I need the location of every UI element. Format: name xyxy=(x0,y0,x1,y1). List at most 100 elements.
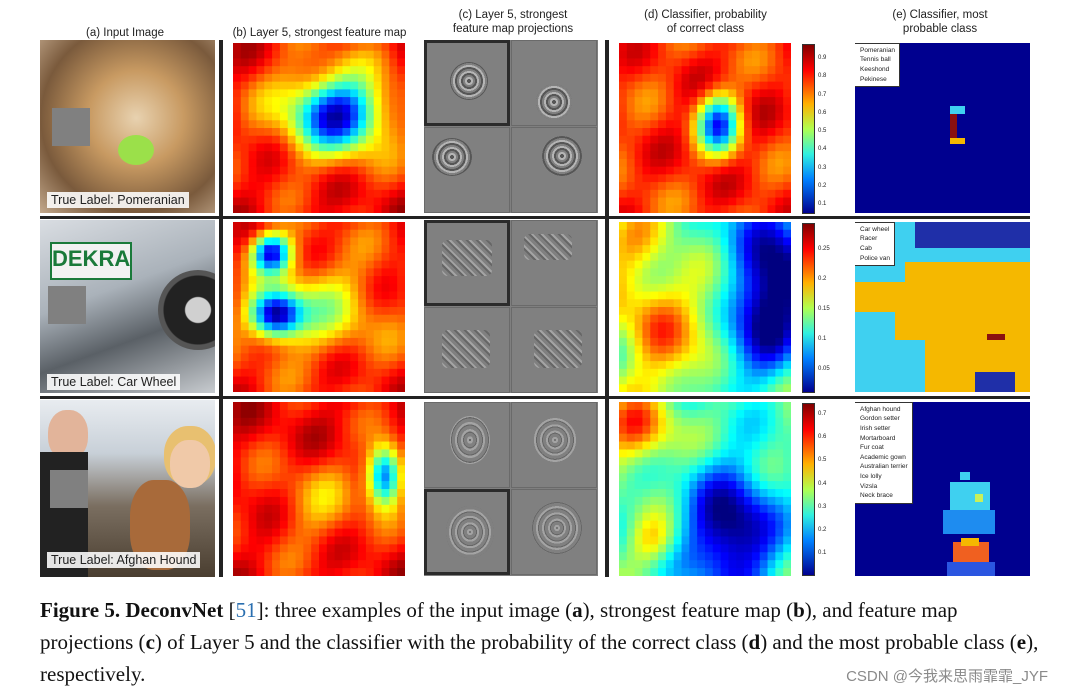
heatmap-cell xyxy=(658,276,667,285)
heatmap-cell xyxy=(775,552,784,561)
heatmap-cell xyxy=(256,552,265,561)
heatmap-cell xyxy=(650,384,659,392)
heatmap-cell xyxy=(665,174,675,183)
heatmap-cell xyxy=(373,544,383,553)
heatmap-cell xyxy=(767,237,776,246)
heatmap-cell xyxy=(712,433,722,443)
heatmap-cell xyxy=(311,536,320,545)
heatmap-cell xyxy=(350,441,359,451)
heatmap-cell xyxy=(751,166,761,175)
heatmap-cell xyxy=(256,384,265,392)
heatmap-cell xyxy=(681,283,690,293)
heatmap-cell xyxy=(681,402,690,411)
heatmap-cell xyxy=(319,128,328,137)
heatmap-cell xyxy=(751,425,761,435)
heatmap-cell xyxy=(279,222,289,231)
class-region xyxy=(915,222,1030,248)
citation-link[interactable]: 51 xyxy=(235,598,257,622)
heatmap-cell xyxy=(681,66,690,75)
heatmap-cell xyxy=(311,353,320,362)
heatmap-cell xyxy=(712,560,722,569)
col-header-most-probable: (e) Classifier, most probable class xyxy=(892,9,988,35)
heatmap-cell xyxy=(279,135,289,145)
heatmap-cell xyxy=(720,552,730,561)
heatmap-cell xyxy=(681,128,690,137)
heatmap-cell xyxy=(248,481,258,490)
heatmap-cell xyxy=(759,81,769,90)
heatmap-cell xyxy=(634,473,644,482)
heatmap-cell xyxy=(240,345,250,354)
heatmap-cell xyxy=(720,299,730,308)
heatmap-cell xyxy=(264,50,273,60)
heatmap-cell xyxy=(626,361,636,370)
heatmap-cell xyxy=(233,409,242,419)
heatmap-cell xyxy=(365,337,375,347)
heatmap-cell xyxy=(256,197,265,206)
heatmap-cell xyxy=(712,81,722,90)
heatmap-cell xyxy=(626,314,636,324)
heatmap-cell xyxy=(272,496,281,506)
heatmap-cell xyxy=(728,433,737,443)
heatmap-cell xyxy=(264,182,273,191)
heatmap-cell xyxy=(381,97,390,106)
heatmap-cell xyxy=(619,520,628,530)
heatmap-cell xyxy=(728,536,737,545)
heatmap-cell xyxy=(697,158,706,168)
heatmap-cell xyxy=(256,268,265,277)
heatmap-cell xyxy=(689,512,698,522)
heatmap-cell xyxy=(767,276,776,285)
heatmap-cell xyxy=(381,135,390,145)
projection-pattern xyxy=(442,330,490,368)
heatmap-cell xyxy=(248,512,258,522)
heatmap-cell xyxy=(689,536,698,545)
heatmap-cell xyxy=(697,409,706,419)
heatmap-cell xyxy=(626,229,636,239)
heatmap-cell xyxy=(767,283,776,293)
heatmap-cell xyxy=(775,544,784,553)
heatmap-cell xyxy=(689,345,698,354)
heatmap-cell xyxy=(775,268,784,277)
heatmap-cell xyxy=(783,322,791,331)
heatmap-cell xyxy=(744,166,753,175)
heatmap-cell xyxy=(689,166,698,175)
heatmap-cell xyxy=(681,252,690,262)
heatmap-cell xyxy=(358,268,367,277)
heatmap-cell xyxy=(626,353,636,362)
heatmap-cell xyxy=(272,237,281,246)
heatmap-cell xyxy=(619,268,628,277)
heatmap-cell xyxy=(650,481,659,490)
heatmap-cell xyxy=(279,481,289,490)
heatmap-cell xyxy=(233,361,242,370)
heatmap-cell xyxy=(264,58,273,67)
heatmap-cell xyxy=(358,330,367,339)
heatmap-cell xyxy=(619,330,628,339)
heatmap-cell xyxy=(389,520,398,530)
heatmap-cell xyxy=(311,229,320,239)
heatmap-cell xyxy=(295,143,304,152)
heatmap-cell xyxy=(712,409,722,419)
heatmap-cell xyxy=(240,376,250,385)
heatmap-cell xyxy=(365,465,375,474)
heatmap-cell xyxy=(272,384,281,392)
heatmap-cell xyxy=(619,560,628,569)
heatmap-cell xyxy=(272,353,281,362)
heatmap-cell xyxy=(712,457,722,466)
heatmap-cell xyxy=(303,158,312,168)
heatmap-cell xyxy=(334,120,344,129)
heatmap-cell xyxy=(256,128,265,137)
heatmap-cell xyxy=(319,89,328,98)
heatmap-cell xyxy=(767,512,776,522)
heatmap-cell xyxy=(697,299,706,308)
heatmap-cell xyxy=(626,536,636,545)
heatmap-cell xyxy=(326,512,336,522)
heatmap-cell xyxy=(326,43,336,52)
heatmap-cell xyxy=(736,89,745,98)
heatmap-cell xyxy=(319,536,328,545)
heatmap-cell xyxy=(728,260,737,269)
heatmap-cell xyxy=(751,457,761,466)
heatmap-cell xyxy=(634,58,644,67)
heatmap-cell xyxy=(256,143,265,152)
heatmap-cell xyxy=(381,112,390,121)
legend-entry: Gordon setter xyxy=(855,415,908,425)
heatmap-cell xyxy=(673,97,683,106)
